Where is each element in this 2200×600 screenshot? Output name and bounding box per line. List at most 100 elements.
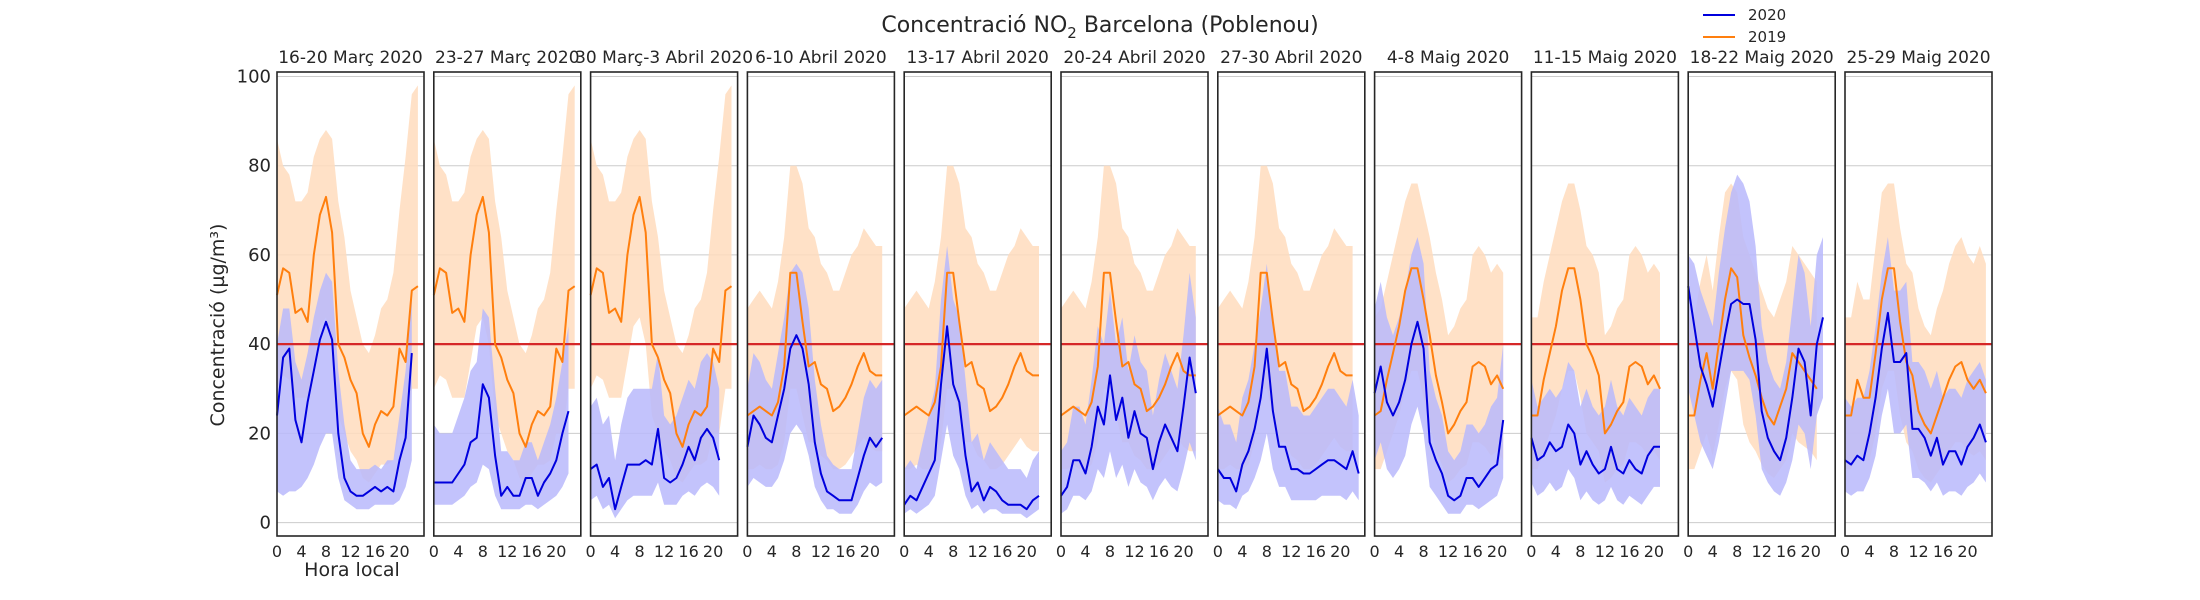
x-tick-label: 12	[497, 542, 517, 561]
line-2019	[1845, 267, 1987, 435]
x-tick-label: 20	[703, 542, 723, 561]
panel-9: 11-15 Maig 2020 0 4 8 12 16 20	[1526, 48, 1680, 561]
band-2020	[1374, 237, 1504, 514]
line-2020	[1844, 311, 1987, 466]
x-tick-label: 8	[1419, 542, 1429, 561]
band-2019	[433, 85, 575, 483]
x-tick-label: 4	[767, 542, 777, 561]
band-2020	[1217, 263, 1359, 510]
x-tick-label: 20	[1017, 542, 1037, 561]
y-tick-label: 0	[260, 513, 271, 534]
x-tick-label: 0	[1683, 542, 1693, 561]
x-tick-label: 20	[1487, 542, 1507, 561]
x-tick-label: 4	[1080, 542, 1090, 561]
panel-title: 16-20 Març 2020	[278, 48, 423, 68]
line-2020	[1687, 286, 1824, 462]
line-2020	[276, 320, 413, 497]
x-tick-label: 4	[1864, 542, 1874, 561]
legend: 2020 2019	[1703, 6, 1786, 46]
x-tick-label: 20	[389, 542, 409, 561]
panel-title: 4-8 Maig 2020	[1387, 48, 1509, 68]
legend-label-2020: 2020	[1748, 6, 1786, 24]
x-axis-label: Hora local	[304, 559, 400, 581]
line-2019	[432, 195, 576, 448]
panel-2: 23-27 Març 2020 0 4 8 12 16 20	[429, 48, 582, 561]
panel-title: 30 Març-3 Abril 2020	[575, 48, 753, 68]
x-tick-label: 8	[948, 542, 958, 561]
panel-title: 13-17 Abril 2020	[907, 48, 1049, 68]
panel-frame	[1373, 71, 1523, 537]
panel-title: 23-27 Març 2020	[435, 48, 580, 68]
panel-title: 25-29 Maig 2020	[1846, 48, 1990, 68]
x-tick-label: 20	[1330, 542, 1350, 561]
x-tick-label: 12	[1281, 542, 1301, 561]
x-tick-label: 20	[1957, 542, 1977, 561]
x-tick-label: 12	[968, 542, 988, 561]
line-2020	[746, 334, 884, 502]
x-tick-label: 16	[1149, 542, 1169, 561]
panel-title: 6-10 Abril 2020	[755, 48, 887, 68]
x-tick-label: 4	[453, 542, 463, 561]
panel-title: 27-30 Abril 2020	[1220, 48, 1362, 68]
x-tick-label: 4	[610, 542, 620, 561]
panel-title: 18-22 Maig 2020	[1690, 48, 1834, 68]
x-tick-label: 16	[365, 542, 385, 561]
panel-frame	[589, 71, 739, 537]
x-tick-label: 16	[678, 542, 698, 561]
title-rest: Barcelona (Poblenou)	[1077, 13, 1319, 38]
x-tick-label: 8	[1732, 542, 1742, 561]
line-2019	[746, 271, 883, 417]
x-tick-label: 16	[1933, 542, 1953, 561]
x-tick-label: 0	[1213, 542, 1223, 561]
panel-5: 13-17 Abril 2020 0 4 8 12 16 20	[899, 48, 1053, 561]
band-2019	[277, 85, 418, 483]
y-tick-label: 100	[237, 66, 271, 87]
x-tick-label: 8	[1575, 542, 1585, 561]
x-tick-label: 0	[1840, 542, 1850, 561]
x-tick-label: 8	[1889, 542, 1899, 561]
line-2020	[903, 325, 1040, 511]
panel-7: 27-30 Abril 2020 0 4 8 12 16 20	[1213, 48, 1366, 561]
x-tick-label: 4	[1708, 542, 1718, 561]
x-tick-label: 8	[1262, 542, 1272, 561]
panel-frame	[432, 71, 582, 537]
x-tick-label: 12	[1595, 542, 1615, 561]
x-tick-label: 0	[586, 542, 596, 561]
line-2020	[1530, 423, 1660, 475]
x-tick-label: 8	[321, 542, 331, 561]
x-tick-label: 0	[1370, 542, 1380, 561]
panel-6: 20-24 Abril 2020 0 4 8 12 16 20	[1056, 48, 1209, 561]
line-2019	[1688, 267, 1818, 426]
x-tick-label: 8	[478, 542, 488, 561]
title-main: Concentració NO	[881, 13, 1067, 38]
x-tick-label: 4	[1551, 542, 1561, 561]
band-2019	[1374, 183, 1504, 483]
x-tick-label: 20	[1801, 542, 1821, 561]
x-tick-label: 20	[1644, 542, 1664, 561]
x-tick-label: 12	[340, 542, 360, 561]
band-2020	[747, 263, 883, 514]
x-tick-label: 20	[860, 542, 880, 561]
panel-frame	[276, 71, 425, 537]
x-tick-label: 16	[1776, 542, 1796, 561]
x-tick-label: 12	[1908, 542, 1928, 561]
x-tick-label: 8	[1105, 542, 1115, 561]
x-tick-label: 0	[1056, 542, 1066, 561]
line-2019	[1531, 267, 1661, 435]
line-2019	[589, 195, 733, 448]
x-tick-label: 20	[1173, 542, 1193, 561]
band-2020	[904, 246, 1039, 519]
panel-frame	[1844, 71, 1993, 537]
x-tick-label: 12	[1752, 542, 1772, 561]
band-2020	[590, 353, 720, 519]
x-tick-label: 0	[899, 542, 909, 561]
x-tick-label: 16	[522, 542, 542, 561]
panel-frame	[903, 71, 1053, 537]
panel-frame	[1217, 71, 1366, 537]
line-2019	[1374, 267, 1505, 435]
x-tick-label: 12	[811, 542, 831, 561]
panel-11: 25-29 Maig 2020 0 4 8 12 16 20	[1840, 48, 1993, 561]
x-tick-label: 8	[635, 542, 645, 561]
y-tick-label: 60	[248, 245, 271, 266]
